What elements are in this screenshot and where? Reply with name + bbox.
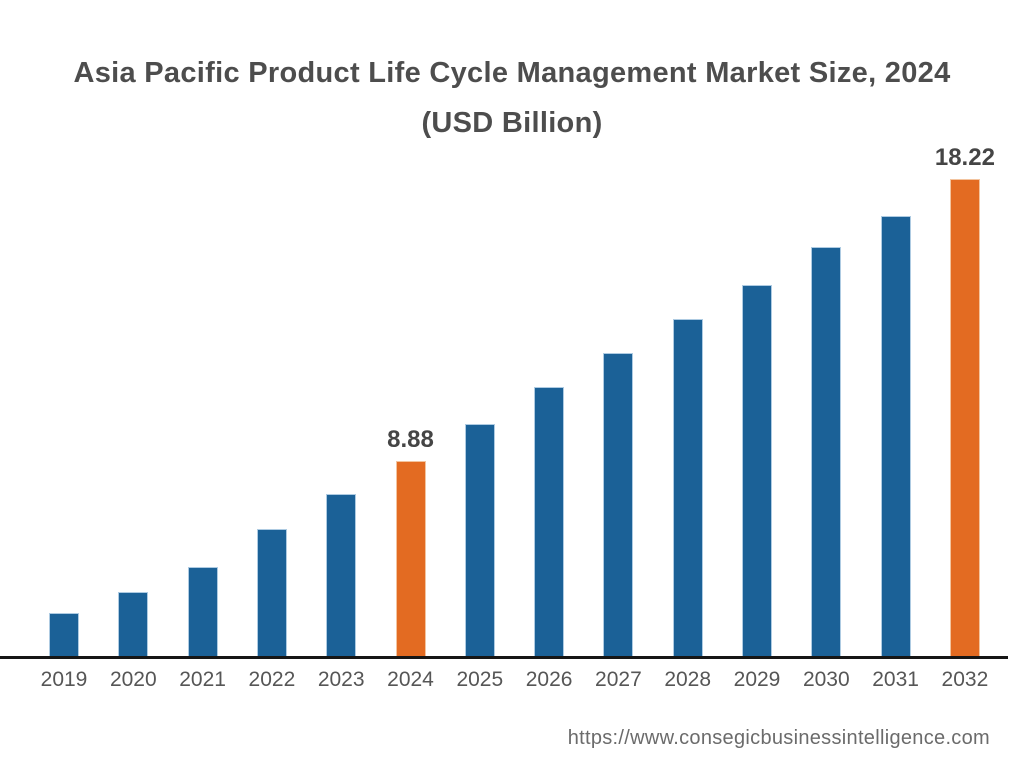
bar-2021 (187, 567, 218, 656)
x-axis-label-2030: 2030 (802, 668, 850, 691)
x-axis-label-2028: 2028 (664, 668, 712, 691)
bar-2023 (326, 494, 357, 656)
bar-2022 (256, 529, 287, 656)
source-url: https://www.consegicbusinessintelligence… (567, 727, 990, 749)
x-axis-label-2020: 2020 (109, 668, 157, 691)
x-axis-label-2023: 2023 (317, 668, 365, 691)
x-axis-label-2021: 2021 (179, 668, 226, 691)
chart-title-line1: Asia Pacific Product Life Cycle Manageme… (73, 57, 951, 89)
bar-2027 (603, 353, 634, 656)
x-axis-label-2032: 2032 (941, 668, 989, 691)
x-axis-label-2025: 2025 (456, 668, 504, 691)
x-axis-label-2029: 2029 (733, 668, 781, 691)
x-axis-label-2022: 2022 (248, 668, 296, 691)
chart-title: Asia Pacific Product Life Cycle Manageme… (0, 48, 1024, 148)
bar-2029 (742, 285, 772, 656)
x-axis-line (0, 656, 1008, 659)
bar-2019 (49, 613, 79, 656)
bar-2026 (534, 387, 565, 656)
value-label-2024: 8.88 (387, 426, 434, 453)
x-axis-label-2026: 2026 (525, 668, 573, 691)
bar-2031 (880, 216, 911, 656)
x-axis-label-2019: 2019 (40, 668, 88, 691)
bar-2028 (672, 319, 703, 656)
bar-2020 (118, 592, 149, 656)
chart-title-line2: (USD Billion) (421, 107, 603, 139)
bar-2024 (395, 461, 426, 656)
bar-2032 (949, 179, 980, 656)
bar-2025 (464, 424, 495, 656)
value-label-2032: 18.22 (934, 144, 995, 171)
bar-2030 (811, 247, 842, 656)
x-axis-label-2024: 2024 (387, 668, 434, 691)
x-axis-label-2027: 2027 (595, 668, 642, 691)
x-axis-label-2031: 2031 (872, 668, 919, 691)
